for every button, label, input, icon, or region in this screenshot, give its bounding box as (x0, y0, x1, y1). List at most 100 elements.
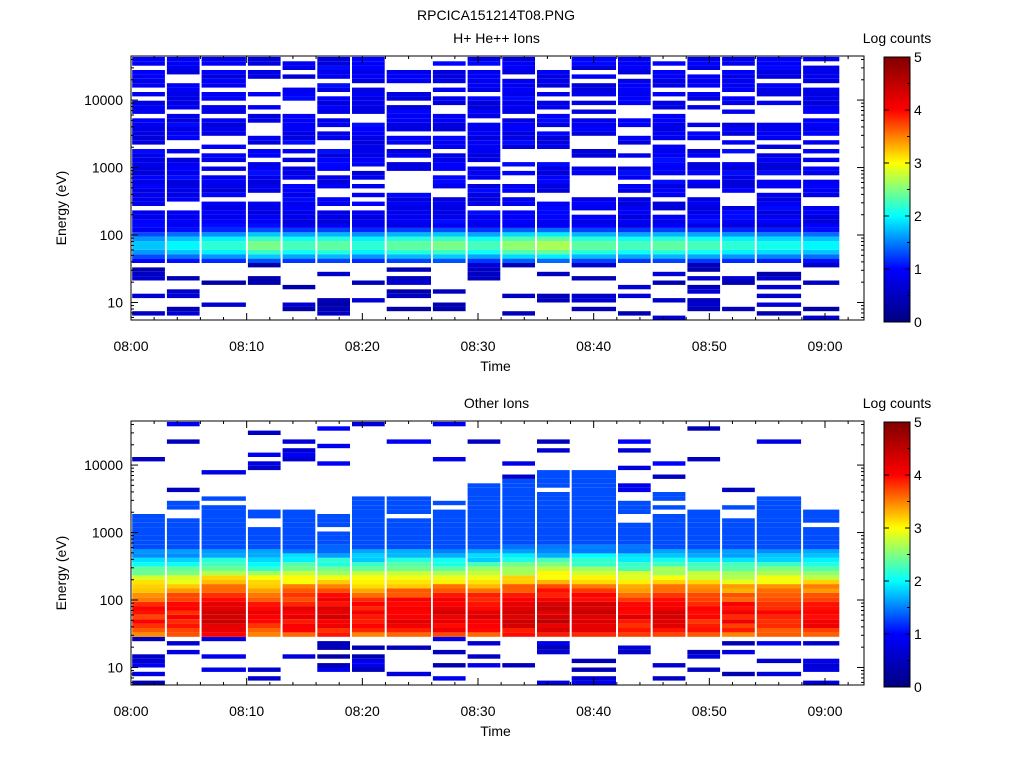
heatmap-cell (166, 245, 200, 250)
heatmap-cell (803, 236, 840, 242)
heatmap-cell (537, 628, 570, 633)
heatmap-cell (201, 514, 246, 519)
heatmap-cell (467, 227, 501, 233)
heatmap-cell (756, 284, 802, 290)
heatmap-cell (803, 170, 840, 176)
heatmap-cell (502, 170, 535, 176)
heatmap-cell (722, 540, 755, 545)
heatmap-cell (386, 571, 431, 576)
heatmap-cell (132, 109, 165, 114)
heatmap-cell (201, 509, 246, 514)
heatmap-cell (756, 571, 802, 576)
heatmap-cell (247, 70, 281, 75)
heatmap-cell (166, 227, 200, 233)
heatmap-cell (467, 487, 501, 493)
heatmap-cell (803, 188, 840, 193)
heatmap-cell (282, 184, 316, 189)
heatmap-cell (722, 557, 755, 563)
heatmap-cell (571, 601, 616, 607)
heatmap-cell (247, 249, 281, 255)
heatmap-cell (467, 157, 501, 163)
heatmap-cell (352, 78, 385, 84)
heatmap-cell (618, 575, 651, 580)
heatmap-cell (618, 535, 651, 541)
heatmap-cell (618, 236, 651, 242)
heatmap-cell (722, 227, 755, 233)
heatmap-cell (432, 676, 466, 681)
heatmap-cell (652, 535, 686, 541)
heatmap-cell (317, 443, 350, 449)
heatmap-cell (247, 623, 281, 628)
heatmap-cell (652, 628, 686, 633)
heatmap-cell (317, 579, 350, 585)
heatmap-cell (386, 201, 431, 206)
heatmap-cell (756, 632, 802, 637)
heatmap-cell (722, 254, 755, 259)
heatmap-cell (756, 276, 802, 281)
heatmap-cell (247, 280, 281, 285)
heatmap-cell (571, 197, 616, 202)
heatmap-cell (467, 632, 501, 637)
heatmap-cell (282, 65, 316, 70)
heatmap-cell (652, 571, 686, 576)
heatmap-cell (282, 597, 316, 602)
heatmap-cell (687, 667, 721, 672)
heatmap-cell (386, 557, 431, 563)
heatmap-cell (467, 571, 501, 576)
heatmap-cell (432, 610, 466, 615)
heatmap-cell (803, 628, 840, 633)
heatmap-cell (571, 606, 616, 611)
heatmap-cell (687, 540, 721, 545)
heatmap-cell (502, 553, 535, 558)
heatmap-cell (166, 518, 200, 523)
heatmap-cell (201, 606, 246, 611)
heatmap-cell (803, 514, 840, 519)
heatmap-cell (803, 74, 840, 79)
heatmap-cell (352, 56, 385, 62)
heatmap-cell (467, 267, 501, 272)
heatmap-cell (467, 623, 501, 628)
heatmap-cell (803, 109, 840, 114)
heatmap-cell (282, 170, 316, 176)
heatmap-cell (132, 276, 165, 281)
heatmap-cell (432, 61, 466, 66)
y-tick-label: 100 (100, 227, 124, 243)
heatmap-cell (618, 140, 651, 145)
heatmap-cell (803, 306, 840, 312)
heatmap-cell (652, 492, 686, 497)
heatmap-cell (571, 483, 616, 488)
heatmap-cell (502, 628, 535, 633)
heatmap-cell (756, 214, 802, 220)
heatmap-cell (537, 575, 570, 580)
heatmap-cell (618, 210, 651, 215)
heatmap-cell (687, 619, 721, 624)
heatmap-cell (166, 628, 200, 633)
heatmap-cell (317, 162, 350, 167)
heatmap-cell (467, 70, 501, 75)
heatmap-cell (467, 566, 501, 571)
heatmap-cell (537, 584, 570, 589)
heatmap-cell (432, 575, 466, 580)
heatmap-cell (201, 249, 246, 255)
heatmap-cell (687, 232, 721, 237)
heatmap-cell (687, 457, 721, 462)
heatmap-cell (618, 219, 651, 224)
heatmap-cell (687, 263, 721, 268)
heatmap-cell (756, 531, 802, 536)
heatmap-cell (467, 135, 501, 141)
heatmap-cell (247, 227, 281, 233)
heatmap-cell (317, 588, 350, 593)
heatmap-cell (803, 641, 840, 646)
heatmap-cell (756, 553, 802, 558)
heatmap-cell (352, 544, 385, 550)
heatmap-cell (352, 531, 385, 536)
heatmap-cell (247, 544, 281, 550)
heatmap-cell (317, 667, 350, 672)
heatmap-cell (317, 654, 350, 659)
heatmap-cell (132, 118, 165, 123)
heatmap-cell (352, 74, 385, 79)
heatmap-cell (756, 184, 802, 189)
heatmap-cell (652, 474, 686, 479)
heatmap-cell (467, 219, 501, 224)
heatmap-cell (247, 223, 281, 228)
